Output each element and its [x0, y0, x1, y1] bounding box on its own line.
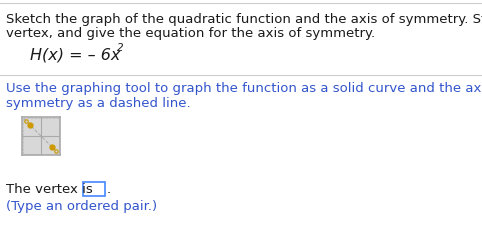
Text: vertex, and give the equation for the axis of symmetry.: vertex, and give the equation for the ax… [6, 27, 375, 40]
Text: Use the graphing tool to graph the function as a solid curve and the axis of: Use the graphing tool to graph the funct… [6, 82, 482, 95]
Text: The vertex is: The vertex is [6, 183, 97, 196]
Text: H(x) = – 6x: H(x) = – 6x [30, 48, 120, 63]
Text: Sketch the graph of the quadratic function and the axis of symmetry. State the: Sketch the graph of the quadratic functi… [6, 13, 482, 26]
Text: (Type an ordered pair.): (Type an ordered pair.) [6, 200, 157, 213]
Text: 2: 2 [117, 43, 123, 53]
Text: .: . [107, 183, 111, 196]
Text: symmetry as a dashed line.: symmetry as a dashed line. [6, 97, 190, 110]
